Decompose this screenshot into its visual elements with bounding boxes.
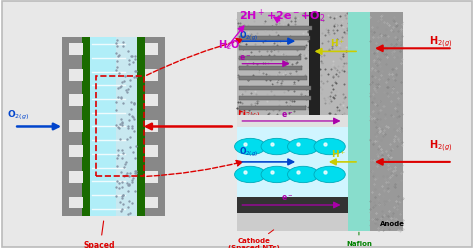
Circle shape bbox=[288, 166, 319, 183]
Circle shape bbox=[235, 138, 266, 155]
Bar bbox=[239, 36, 310, 40]
Bar bbox=[145, 37, 165, 216]
Bar bbox=[145, 94, 158, 106]
Bar bbox=[69, 94, 82, 106]
Bar bbox=[69, 171, 82, 183]
Bar bbox=[116, 37, 137, 216]
Bar bbox=[69, 196, 82, 208]
Bar bbox=[82, 37, 90, 216]
Circle shape bbox=[314, 166, 345, 183]
Text: H$_{2(g)}$: H$_{2(g)}$ bbox=[429, 139, 453, 154]
Bar bbox=[69, 43, 82, 55]
Bar bbox=[96, 76, 144, 177]
Bar bbox=[137, 37, 145, 216]
Text: O$_{2(g)}$: O$_{2(g)}$ bbox=[239, 30, 258, 43]
Bar bbox=[239, 106, 306, 110]
Bar bbox=[239, 46, 304, 50]
Text: H$_{2(g)}$: H$_{2(g)}$ bbox=[429, 34, 453, 50]
Text: O$_{2(g)}$: O$_{2(g)}$ bbox=[239, 146, 258, 159]
Bar bbox=[237, 197, 348, 213]
Bar bbox=[145, 196, 158, 208]
Text: Anode: Anode bbox=[380, 221, 405, 227]
Bar bbox=[239, 56, 301, 60]
Circle shape bbox=[261, 138, 292, 155]
Text: e$^-$: e$^-$ bbox=[239, 53, 252, 63]
Circle shape bbox=[261, 166, 292, 183]
Bar bbox=[90, 37, 137, 216]
Bar bbox=[239, 96, 311, 100]
Text: Cathode
(Spaced NTs): Cathode (Spaced NTs) bbox=[228, 230, 280, 248]
Bar bbox=[62, 37, 82, 216]
Bar bbox=[145, 120, 158, 132]
Circle shape bbox=[288, 138, 319, 155]
Bar bbox=[69, 69, 82, 81]
Text: e$^-$: e$^-$ bbox=[282, 194, 294, 203]
Text: H$^+$: H$^+$ bbox=[330, 38, 346, 49]
Bar bbox=[145, 69, 158, 81]
Bar bbox=[145, 43, 158, 55]
Circle shape bbox=[235, 166, 266, 183]
Bar bbox=[69, 120, 82, 132]
Text: H$^+$: H$^+$ bbox=[331, 149, 346, 160]
Bar bbox=[239, 66, 302, 70]
Text: Nafion: Nafion bbox=[346, 232, 372, 247]
Bar bbox=[145, 146, 158, 157]
Bar bbox=[237, 115, 348, 127]
Bar bbox=[348, 12, 370, 231]
Bar bbox=[237, 213, 348, 231]
Text: Spaced
TiO$_2$ NTs: Spaced TiO$_2$ NTs bbox=[80, 221, 118, 248]
Bar bbox=[239, 26, 311, 30]
Text: O$_{2(g)}$: O$_{2(g)}$ bbox=[7, 108, 29, 122]
Text: 2H$^+$+2e$^-$+O$_2$: 2H$^+$+2e$^-$+O$_2$ bbox=[239, 7, 325, 25]
Text: H$_2$O: H$_2$O bbox=[218, 38, 241, 52]
Bar bbox=[309, 12, 320, 115]
Text: H$_{2(g)}$: H$_{2(g)}$ bbox=[237, 106, 261, 122]
Bar bbox=[69, 146, 82, 157]
Text: e$^-$: e$^-$ bbox=[282, 110, 294, 120]
Circle shape bbox=[314, 138, 345, 155]
Bar bbox=[237, 12, 350, 115]
Bar bbox=[370, 12, 403, 231]
Bar bbox=[237, 127, 348, 197]
Bar bbox=[145, 171, 158, 183]
Bar bbox=[239, 76, 307, 80]
Bar bbox=[239, 86, 311, 90]
